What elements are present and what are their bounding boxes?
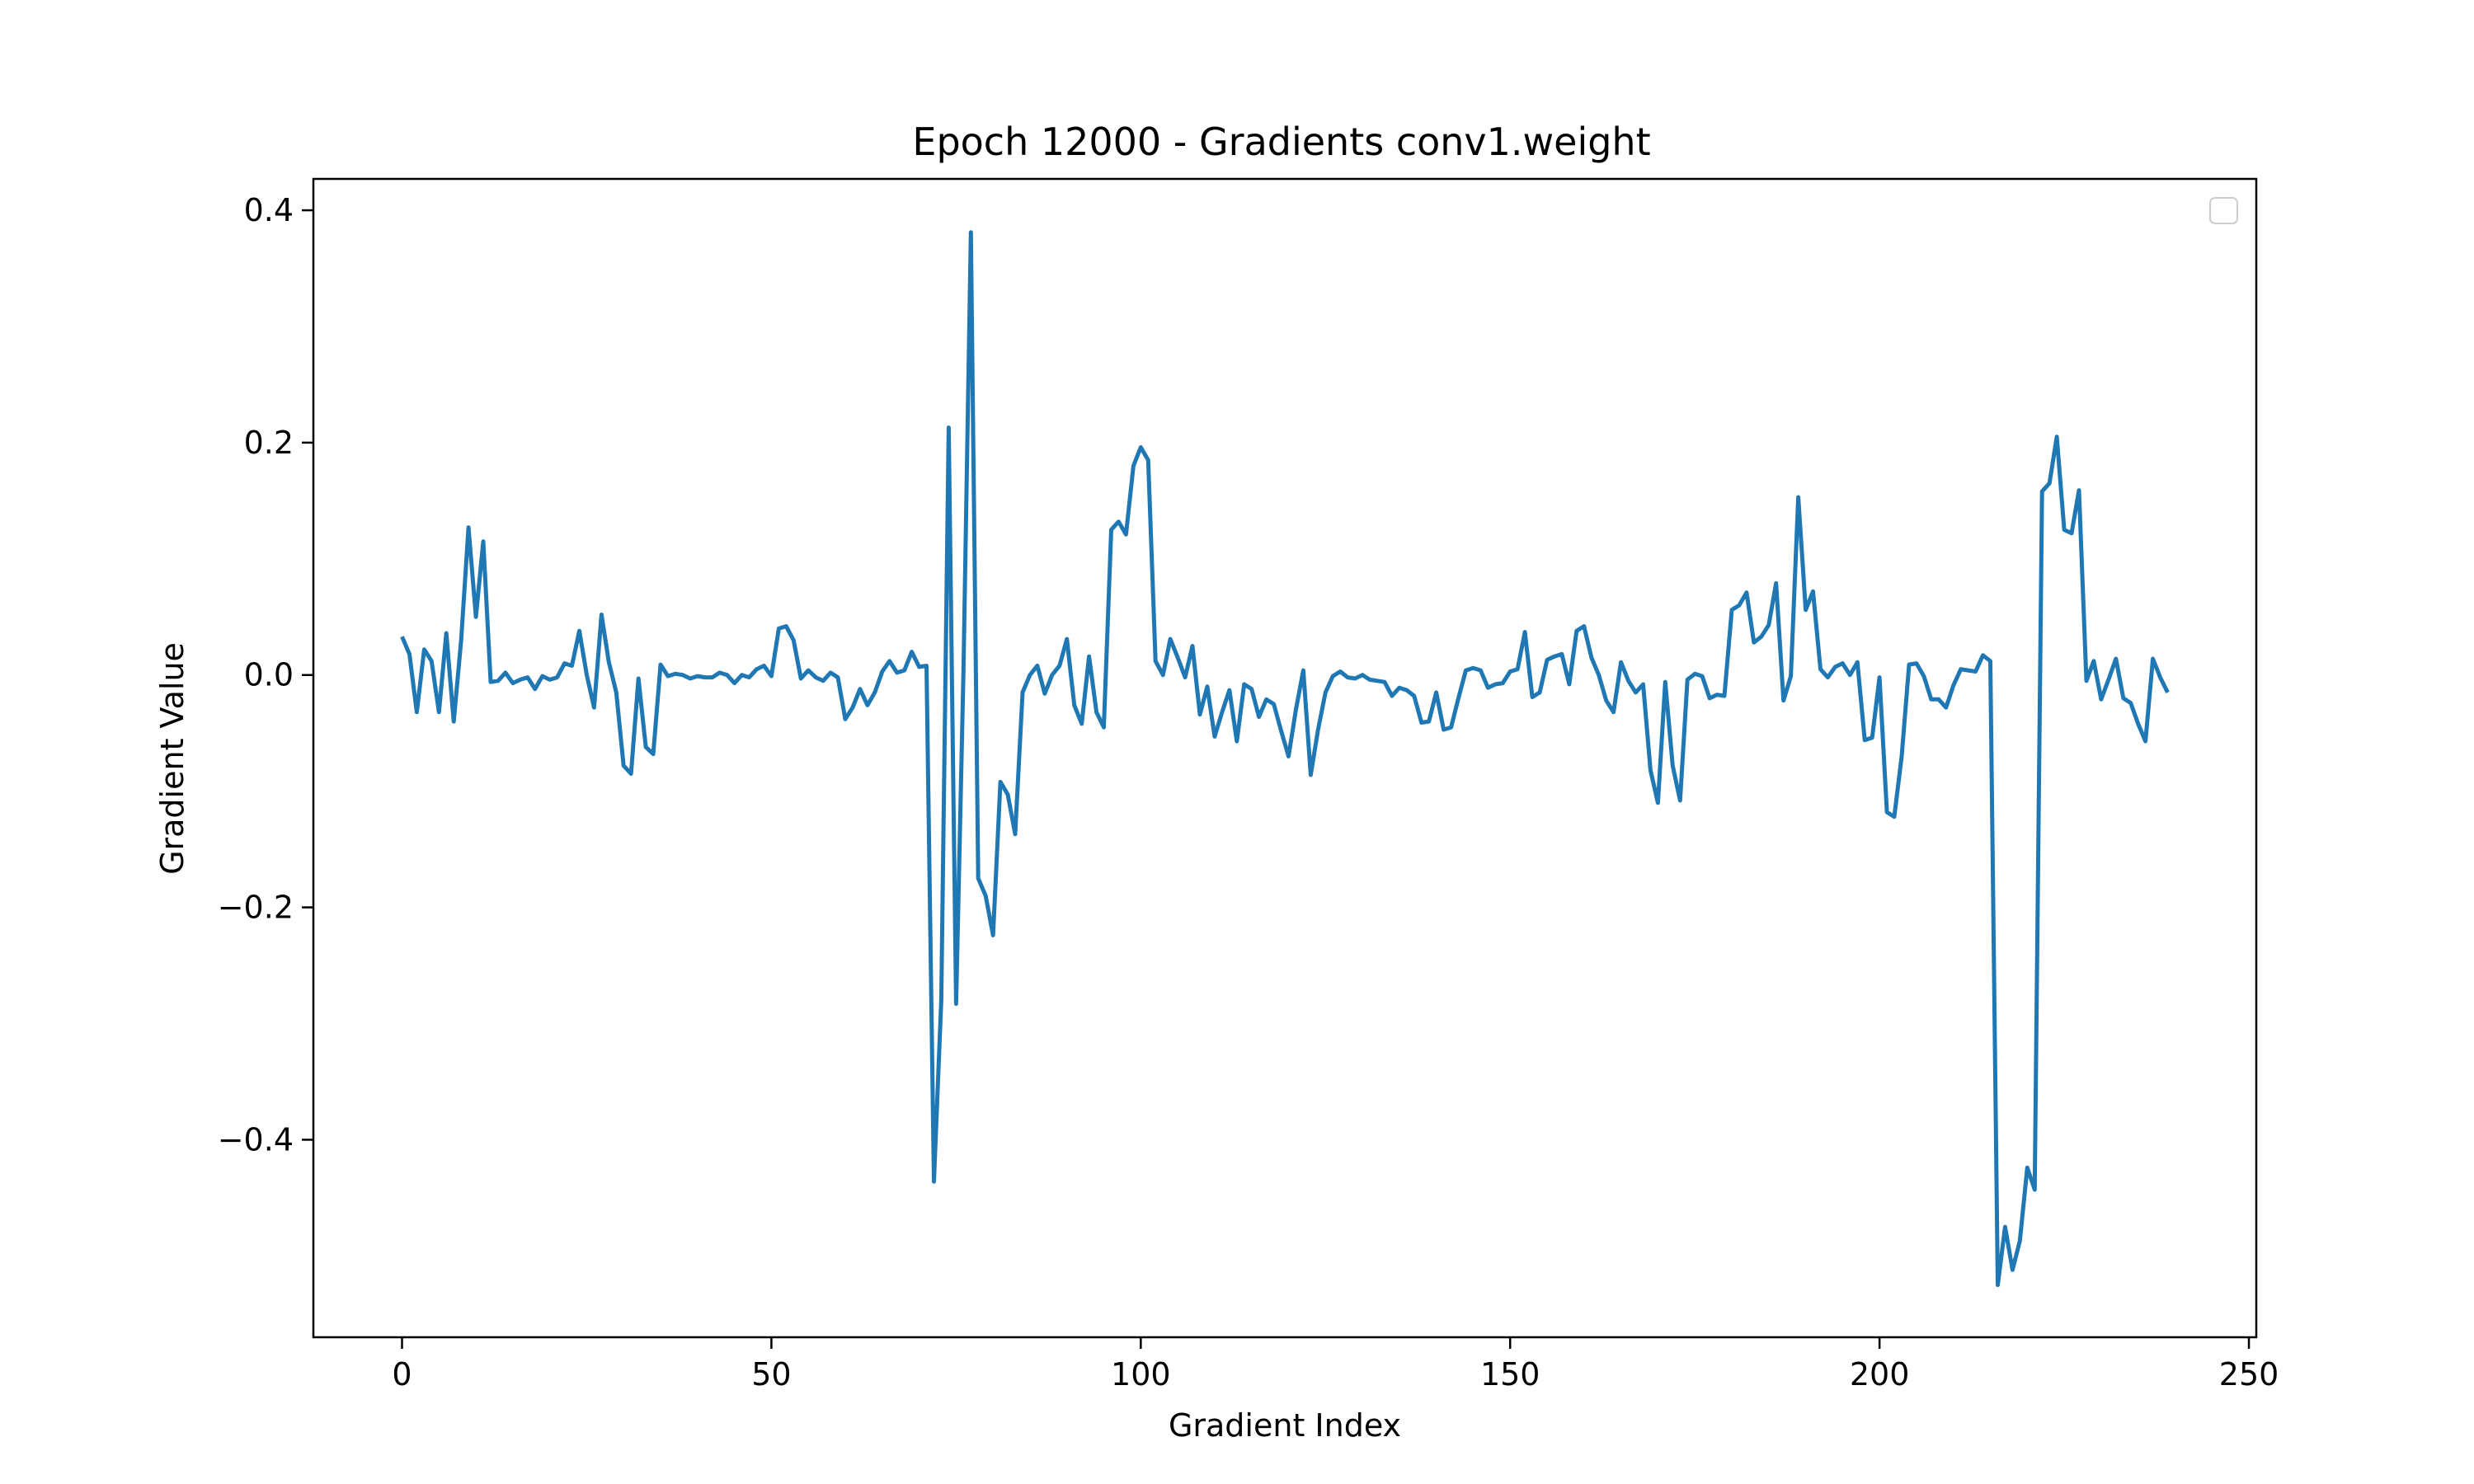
y-tick-label: 0.4 [244, 192, 294, 228]
y-tick-label: 0.0 [244, 657, 294, 693]
x-tick-label: 50 [751, 1356, 791, 1392]
x-tick-label: 250 [2219, 1356, 2279, 1392]
x-axis-label: Gradient Index [1169, 1407, 1401, 1444]
plot-area [400, 230, 2170, 1288]
chart-title: Epoch 12000 - Gradients conv1.weight [912, 120, 1650, 164]
y-axis-label: Gradient Value [154, 642, 190, 875]
y-tick-label: −0.4 [218, 1121, 294, 1158]
y-tick-label: 0.2 [244, 425, 294, 461]
y-tick-label: −0.2 [218, 890, 294, 926]
x-tick-label: 100 [1111, 1356, 1171, 1392]
y-axis: −0.4 −0.2 0.0 0.2 0.4 [218, 192, 313, 1158]
x-tick-label: 200 [1850, 1356, 1910, 1392]
x-tick-label: 0 [392, 1356, 412, 1392]
plot-frame [312, 177, 2258, 1339]
legend-box [2209, 197, 2238, 224]
x-axis: 0 50 100 150 200 250 [392, 1337, 2279, 1392]
x-tick-label: 150 [1480, 1356, 1540, 1392]
series-line-0 [400, 230, 2170, 1288]
